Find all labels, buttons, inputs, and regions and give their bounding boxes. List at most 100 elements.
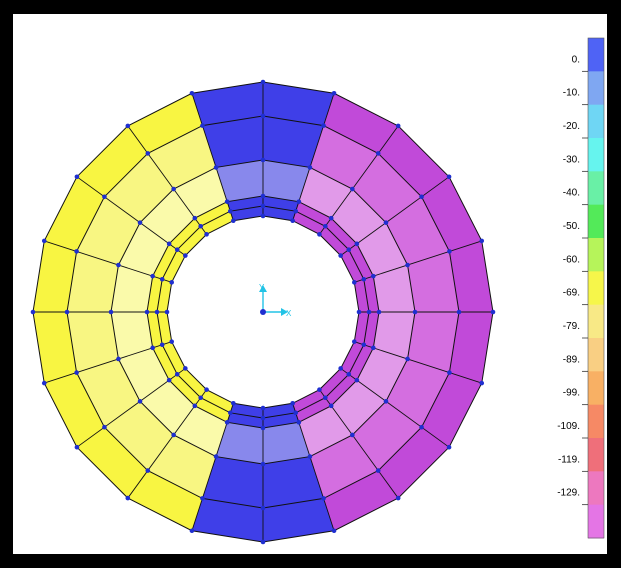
mesh-nodes bbox=[30, 79, 496, 545]
x-axis-arrowhead bbox=[281, 308, 288, 316]
radial-edge bbox=[191, 93, 234, 221]
mesh-node bbox=[137, 220, 143, 225]
mesh-node bbox=[231, 401, 236, 406]
mesh-node bbox=[260, 79, 266, 85]
mesh-node bbox=[375, 151, 381, 156]
legend-swatch bbox=[588, 471, 604, 506]
mesh-cell bbox=[263, 456, 324, 508]
mesh-node bbox=[290, 401, 295, 406]
mesh-node bbox=[354, 377, 360, 383]
mesh-node bbox=[395, 495, 401, 501]
mesh-node bbox=[323, 395, 328, 401]
mesh-cell bbox=[169, 374, 201, 406]
mesh-node bbox=[74, 174, 80, 180]
mesh-node bbox=[30, 309, 36, 315]
mesh-cell bbox=[111, 265, 153, 312]
mesh-node bbox=[446, 444, 452, 450]
mesh-node bbox=[323, 223, 328, 229]
mesh-node bbox=[361, 276, 367, 282]
mesh-node bbox=[189, 528, 195, 534]
mesh-cell bbox=[33, 240, 77, 312]
radial-edge bbox=[354, 240, 482, 283]
mesh-node bbox=[125, 495, 131, 501]
x-axis-label: X bbox=[286, 309, 292, 318]
mesh-cell bbox=[200, 211, 234, 235]
legend-labels: 0. -10. -20. -30. -40. -50. -60. -69. -79. -89. -9… bbox=[557, 54, 580, 498]
mesh-cell bbox=[169, 218, 201, 250]
mesh-node bbox=[346, 372, 352, 377]
legend-label: -69. bbox=[563, 288, 580, 299]
mesh-cell bbox=[127, 470, 203, 531]
mesh-cell bbox=[67, 312, 119, 373]
mesh-cell bbox=[449, 312, 493, 384]
radial-edge bbox=[354, 341, 482, 384]
mesh-node bbox=[200, 496, 205, 501]
mesh-node bbox=[145, 151, 151, 156]
mesh-node bbox=[260, 505, 266, 511]
mesh-node bbox=[74, 444, 80, 450]
y-axis-arrowhead bbox=[259, 285, 267, 292]
mesh-cell bbox=[385, 358, 450, 428]
mesh-node bbox=[447, 249, 452, 254]
mesh-cell bbox=[162, 341, 186, 375]
mesh-cell bbox=[319, 226, 349, 256]
radial-edge bbox=[127, 125, 207, 235]
mesh-node bbox=[159, 342, 165, 348]
legend-label: -10. bbox=[563, 88, 580, 99]
legend-swatch bbox=[588, 271, 604, 306]
mesh-node bbox=[293, 410, 299, 416]
mesh-node bbox=[479, 380, 485, 386]
radial-edge bbox=[319, 389, 399, 499]
mesh-cell bbox=[421, 176, 482, 252]
mesh-cell bbox=[191, 82, 263, 126]
mesh-node bbox=[213, 454, 219, 459]
mesh-node bbox=[331, 90, 337, 96]
legend-label: -89. bbox=[563, 354, 580, 365]
mesh-node bbox=[169, 339, 174, 344]
mesh-cell bbox=[194, 397, 231, 423]
model-viewport[interactable]: Y X 0. -10. -20. -30. -40. -50. -60. -69. -79. -8… bbox=[13, 14, 607, 554]
legend-ticks bbox=[582, 70, 588, 506]
mesh-cell bbox=[385, 196, 450, 266]
mesh-node bbox=[446, 174, 452, 180]
mesh-node bbox=[116, 262, 121, 268]
mesh-node bbox=[419, 194, 424, 200]
mesh-node bbox=[159, 276, 165, 282]
mesh-node bbox=[183, 253, 188, 258]
mesh-node bbox=[260, 461, 266, 467]
radial-edge bbox=[127, 389, 207, 499]
mesh-node bbox=[331, 528, 337, 534]
mesh-cell bbox=[177, 226, 207, 256]
radial-edge bbox=[292, 403, 335, 531]
mesh-node bbox=[328, 215, 334, 221]
mesh-node bbox=[171, 186, 176, 192]
legend-label: -40. bbox=[563, 188, 580, 199]
mesh-cell bbox=[177, 368, 207, 398]
mesh-cell bbox=[298, 167, 353, 219]
mesh-cell bbox=[325, 218, 357, 250]
mesh-node bbox=[371, 345, 376, 351]
mesh-cell bbox=[162, 249, 186, 283]
mesh-cell bbox=[356, 347, 408, 402]
mesh-node bbox=[74, 249, 79, 254]
mesh-node bbox=[192, 403, 198, 409]
mesh-node bbox=[260, 157, 266, 163]
mesh-cell bbox=[152, 243, 178, 280]
mesh-cell bbox=[348, 243, 374, 280]
mesh-node bbox=[227, 208, 233, 214]
radial-edge bbox=[44, 240, 172, 283]
mesh-cell bbox=[104, 401, 174, 471]
mesh-node bbox=[174, 247, 180, 252]
mesh-cell bbox=[348, 344, 374, 381]
mesh-cell bbox=[407, 251, 459, 312]
mesh-node bbox=[405, 356, 410, 362]
mesh-node bbox=[321, 123, 326, 128]
mesh-node bbox=[174, 372, 180, 377]
mesh-cell bbox=[356, 222, 408, 277]
legend-label: 0. bbox=[572, 54, 580, 65]
mesh-node bbox=[260, 113, 266, 119]
mesh-node bbox=[338, 366, 343, 371]
mesh-node bbox=[405, 262, 410, 268]
mesh-node bbox=[41, 380, 47, 386]
ring-mesh-plot[interactable]: Y X bbox=[13, 14, 607, 554]
